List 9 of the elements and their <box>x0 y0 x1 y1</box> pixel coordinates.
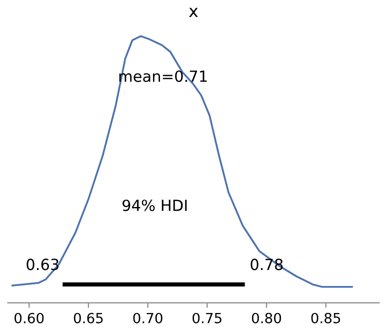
annotation: 0.63 <box>26 258 58 270</box>
x-tick-label: 0.80 <box>252 312 282 324</box>
x-tick-label: 0.75 <box>192 312 222 324</box>
x-tick-label: 0.65 <box>74 312 103 324</box>
annotation: 94% HDI <box>122 200 187 212</box>
x-tick-label: 0.70 <box>133 312 162 324</box>
x-tick-label: 0.85 <box>311 312 340 324</box>
chart-title: x <box>189 8 198 18</box>
x-tick-label: 0.60 <box>14 312 44 324</box>
